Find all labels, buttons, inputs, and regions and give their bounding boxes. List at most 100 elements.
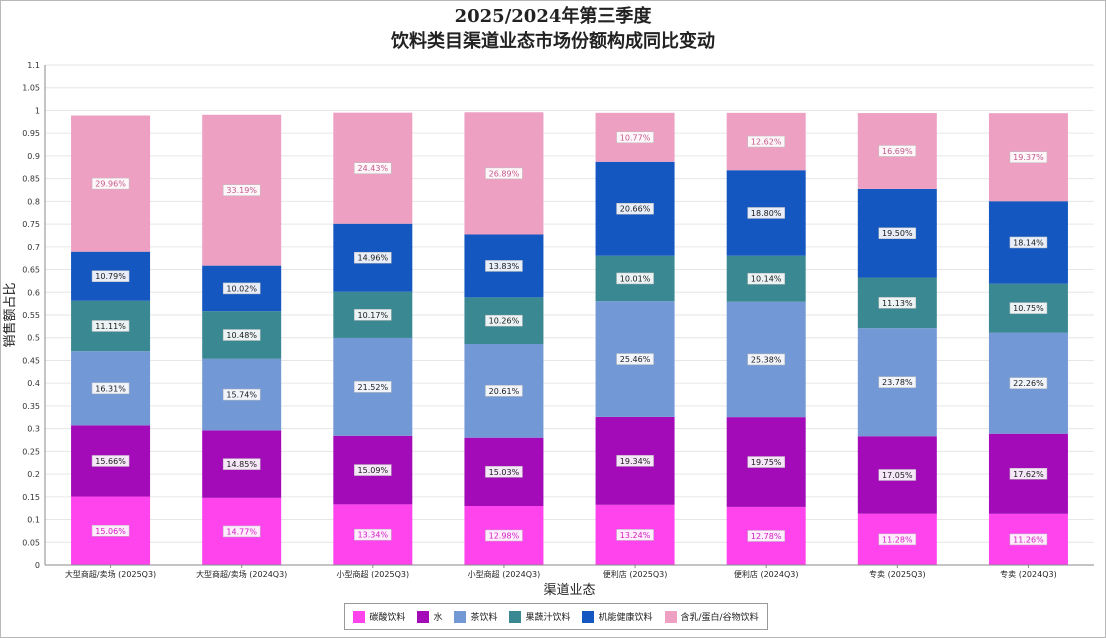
data-label: 12.98% (489, 532, 520, 541)
legend-swatch (664, 610, 677, 623)
data-label-box (222, 458, 261, 470)
x-tick-label: 大型商超/卖场 (2025Q3) (65, 569, 156, 579)
x-axis-title: 渠道业态 (543, 583, 595, 598)
data-labels-layer: 15.06% 15.66% 16.31% 11.11% 10.79% 29.96% 14.7… (91, 131, 1048, 546)
x-tick-label: 专卖 (2025Q3) (869, 569, 926, 579)
data-label: 18.80% (751, 209, 782, 218)
data-label: 26.89% (489, 169, 520, 178)
data-label-box (485, 167, 523, 180)
data-label: 15.06% (95, 527, 126, 536)
data-label: 11.26% (1013, 535, 1044, 544)
y-tick-label: 0.45 (22, 356, 40, 365)
data-label: 10.77% (620, 133, 651, 142)
data-label: 21.52% (358, 383, 389, 392)
y-tick-label: 0.3 (27, 425, 40, 434)
x-tick-label: 小型商超 (2024Q3) (468, 569, 541, 579)
y-tick-label: 0.65 (22, 266, 40, 275)
data-label: 14.85% (226, 460, 257, 469)
data-label-box (354, 381, 392, 393)
x-tick-label: 便利店 (2025Q3) (603, 569, 668, 579)
y-tick-label: 0.35 (22, 402, 40, 411)
data-label-box (1009, 151, 1048, 163)
legend-label: 茶饮料 (470, 613, 498, 623)
data-label-box (1009, 468, 1048, 480)
data-label-box (878, 376, 917, 388)
legend-item[interactable]: 茶饮料 (454, 610, 497, 623)
data-label-box (354, 309, 392, 321)
data-label: 15.66% (95, 457, 126, 466)
legend-label: 水 (433, 613, 443, 623)
chart-subtitle: 饮料类目渠道业态市场份额构成同比变动 (391, 31, 715, 52)
x-tick-label: 专卖 (2024Q3) (1000, 569, 1057, 579)
data-label-box (91, 320, 130, 332)
data-label: 19.50% (882, 229, 913, 238)
data-label: 33.19% (226, 186, 257, 195)
legend-item[interactable]: 碳酸饮料 (353, 610, 405, 623)
y-tick-label: 0.85 (22, 175, 40, 184)
y-tick-label: 0.95 (22, 129, 40, 138)
legend-item[interactable]: 果蔬汁饮料 (509, 610, 570, 623)
y-tick-label: 0.15 (22, 493, 40, 502)
y-tick-label: 1.05 (22, 84, 40, 93)
y-tick-label: 0.8 (27, 197, 40, 206)
legend-item[interactable]: 含乳/蛋白/谷物饮料 (664, 610, 759, 623)
data-label: 10.02% (226, 284, 257, 293)
data-label: 22.26% (1013, 379, 1044, 388)
legend-swatch (582, 610, 595, 623)
data-label-box (616, 455, 654, 467)
data-label: 17.05% (882, 471, 913, 480)
y-tick-label: 0.05 (22, 538, 40, 547)
legend: 碳酸饮料 水 茶饮料 果蔬汁饮料 机能健康饮料 含乳/蛋白/谷物饮料 (344, 603, 768, 630)
data-label: 10.26% (489, 317, 520, 326)
data-label-box (1009, 533, 1048, 546)
y-tick-label: 0.25 (22, 447, 40, 456)
y-tick-label: 0.55 (22, 311, 40, 320)
data-label: 12.62% (751, 138, 782, 147)
data-label: 15.09% (358, 466, 389, 475)
data-label-box (1009, 236, 1048, 249)
data-label-box (222, 282, 261, 295)
y-tick-label: 0.6 (27, 288, 40, 297)
data-label-box (747, 530, 785, 542)
data-label: 25.46% (620, 355, 651, 364)
data-label: 29.96% (95, 180, 126, 189)
data-label-box (878, 297, 917, 309)
data-label: 14.96% (358, 254, 389, 263)
legend-swatch (454, 610, 467, 623)
data-label-box (747, 207, 785, 219)
legend-swatch (509, 610, 522, 623)
legend-item[interactable]: 水 (417, 610, 442, 623)
data-label-box (616, 202, 654, 215)
data-label-box (616, 272, 654, 285)
data-label-box (354, 162, 392, 174)
data-label: 13.24% (620, 531, 651, 540)
y-tick-label: 0.4 (27, 379, 40, 388)
data-label-box (878, 227, 917, 239)
data-label-box (222, 388, 261, 401)
legend-item[interactable]: 机能健康饮料 (582, 610, 653, 623)
data-label: 10.14% (751, 275, 782, 284)
data-label-box (222, 184, 261, 196)
data-label: 19.75% (751, 458, 782, 467)
data-label: 10.75% (1013, 304, 1044, 313)
data-label-box (485, 260, 523, 272)
data-label-box (878, 533, 917, 546)
data-label: 17.62% (1013, 470, 1044, 479)
data-label: 11.28% (882, 535, 913, 544)
data-label: 11.11% (95, 322, 126, 331)
legend-label: 机能健康饮料 (598, 613, 653, 623)
data-label: 15.74% (226, 391, 257, 400)
data-label: 16.69% (882, 147, 913, 156)
data-label: 25.38% (751, 355, 782, 364)
y-tick-label: 0.7 (27, 243, 40, 252)
axes-layer: 0 0.05 0.1 0.15 0.2 0.25 0.3 0.35 0.4 0.45 0.5 0.55… (2, 61, 1094, 598)
data-label-box (1009, 377, 1048, 389)
data-label-box (222, 525, 261, 538)
data-label-box (485, 466, 523, 478)
x-tick-label: 便利店 (2024Q3) (734, 569, 799, 579)
data-label: 13.34% (358, 531, 389, 540)
data-label-box (91, 455, 130, 467)
data-label-box (1009, 302, 1048, 314)
y-tick-label: 0 (35, 561, 40, 570)
